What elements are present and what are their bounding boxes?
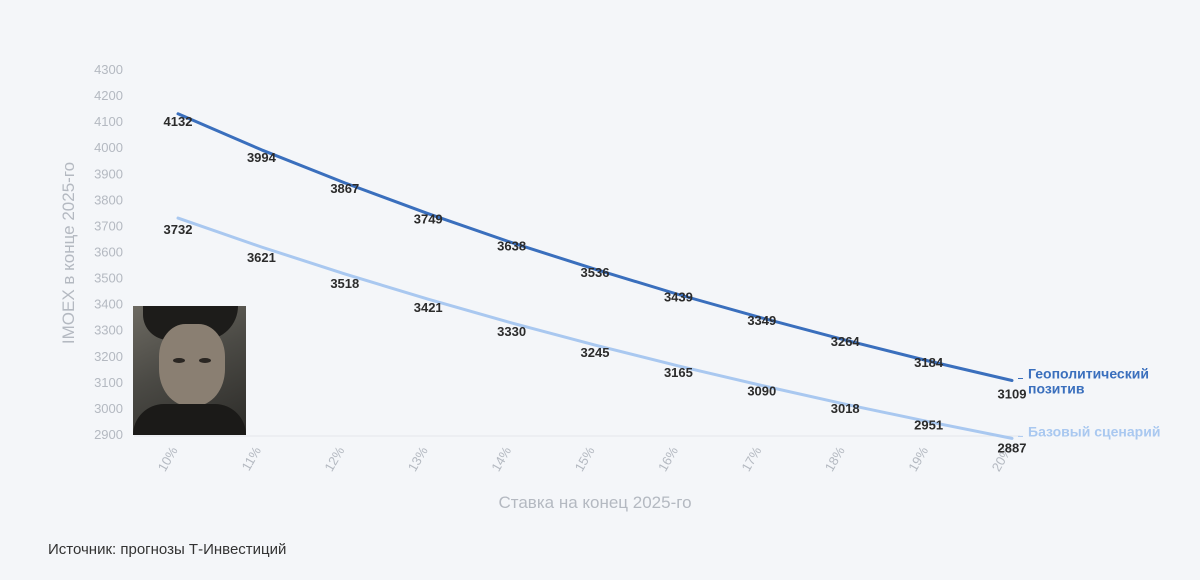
data-label: 3621 (247, 250, 276, 265)
legend-label: позитив (1028, 381, 1085, 397)
y-tick-label: 3000 (94, 401, 123, 416)
y-axis-title: IMOEX в конце 2025-го (59, 162, 78, 344)
y-tick-label: 2900 (94, 427, 123, 442)
data-label: 3421 (414, 300, 443, 315)
x-tick-label: 13% (405, 444, 431, 474)
series-lines (176, 112, 1014, 440)
x-axis-title: Ставка на конец 2025-го (498, 493, 691, 512)
data-label: 3638 (497, 239, 526, 254)
x-tick-label: 17% (738, 444, 764, 474)
x-tick-label: 11% (238, 444, 264, 474)
data-label: 3018 (831, 401, 860, 416)
source-note: Источник: прогнозы Т-Инвестиций (48, 541, 287, 558)
y-tick-label: 3500 (94, 271, 123, 286)
data-label: 2887 (998, 440, 1027, 455)
data-label: 3749 (414, 212, 443, 227)
data-label: 4132 (164, 114, 193, 129)
data-label: 3518 (330, 276, 359, 291)
y-tick-label: 3900 (94, 166, 123, 181)
legend-label: Базовый сценарий (1028, 423, 1160, 439)
x-tick-label: 14% (488, 444, 514, 474)
y-tick-label: 3300 (94, 323, 123, 338)
data-label: 3165 (664, 365, 693, 380)
data-label: 3732 (164, 222, 193, 237)
y-tick-label: 3200 (94, 349, 123, 364)
y-axis-ticks: 2900 3000 3100 3200 3300 3400 3500 3600 3700 3800… (94, 62, 123, 442)
x-axis-ticks: 10% 11% 12% 13% 14% 15% 16% 17% 18% 19% 20% (155, 444, 1015, 474)
y-tick-label: 3800 (94, 192, 123, 207)
x-tick-label: 10% (155, 444, 181, 474)
y-tick-label: 4100 (94, 114, 123, 129)
data-label: 3330 (497, 324, 526, 339)
person-photo (133, 306, 246, 435)
series-line (176, 112, 1014, 382)
data-label: 3994 (247, 150, 277, 165)
data-label: 3245 (581, 345, 610, 360)
data-label: 3536 (581, 265, 610, 280)
y-tick-label: 4000 (94, 140, 123, 155)
data-label: 3184 (914, 355, 944, 370)
y-tick-label: 4300 (94, 62, 123, 77)
legend-label: Геополитический (1028, 366, 1149, 382)
x-tick-label: 18% (822, 444, 848, 474)
data-label: 3349 (747, 313, 776, 328)
y-tick-label: 3400 (94, 297, 123, 312)
y-tick-label: 3600 (94, 245, 123, 260)
data-label: 3439 (664, 289, 693, 304)
x-tick-label: 16% (655, 444, 681, 474)
data-label: 3264 (831, 334, 861, 349)
data-label: 3090 (747, 383, 776, 398)
data-label: 3109 (998, 387, 1027, 402)
line-chart: 2900 3000 3100 3200 3300 3400 3500 3600 3700 3800… (59, 62, 1160, 512)
x-tick-label: 19% (905, 444, 931, 474)
y-tick-label: 4200 (94, 88, 123, 103)
x-tick-label: 15% (572, 444, 598, 474)
data-labels: 4132 3994 3867 3749 3638 3536 3439 3349 3264 3184… (164, 114, 1027, 456)
x-tick-label: 12% (321, 444, 347, 474)
y-tick-label: 3700 (94, 218, 123, 233)
series-line (176, 216, 1014, 440)
data-label: 2951 (914, 418, 943, 433)
data-label: 3867 (330, 181, 359, 196)
y-tick-label: 3100 (94, 375, 123, 390)
